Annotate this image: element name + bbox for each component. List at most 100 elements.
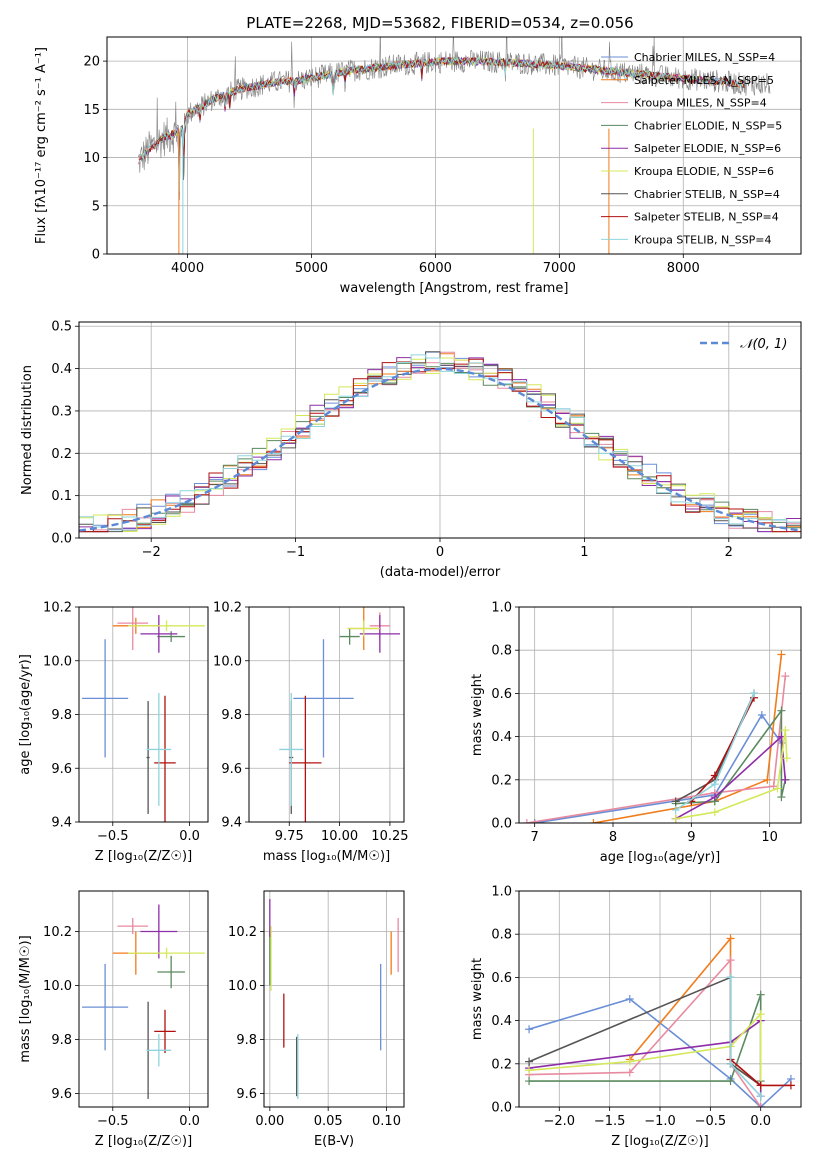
data-point bbox=[726, 1077, 735, 1086]
y-tick-label: 0.4 bbox=[491, 730, 512, 745]
y-tick-label: 0.3 bbox=[51, 404, 72, 419]
x-tick-label: 0 bbox=[436, 545, 444, 560]
x-tick-label: 1 bbox=[580, 545, 588, 560]
mass-weight-vs-age-panel: 7 8 9 10 0.0 0.2 0.4 0.6 0.8 1.0 age [log₁₀(age/yr… bbox=[470, 601, 802, 865]
data-point bbox=[726, 956, 735, 965]
mass-weight-series-kroupa-miles bbox=[525, 956, 765, 1107]
errorbar-kroupa-miles bbox=[117, 607, 149, 650]
errorbar-kroupa-elodie bbox=[128, 620, 205, 632]
data-point bbox=[522, 819, 531, 823]
y-tick-label: 0.6 bbox=[491, 971, 512, 986]
y-tick-label: 0.4 bbox=[491, 1014, 512, 1029]
plot-area bbox=[522, 650, 791, 823]
data-point bbox=[710, 771, 719, 780]
y-axis-label: mass [log₁₀(M/M☉)] bbox=[18, 935, 33, 1062]
y-tick-label: 10.2 bbox=[213, 601, 242, 616]
x-tick-label: 10 bbox=[761, 830, 778, 845]
data-point bbox=[750, 689, 758, 698]
y-tick-label: 0.2 bbox=[491, 1057, 512, 1072]
x-tick-label: 0.00 bbox=[255, 1114, 284, 1129]
y-tick-label: 9.6 bbox=[51, 1087, 72, 1102]
axes-frame bbox=[518, 890, 802, 1108]
x-tick-label: −1.0 bbox=[644, 1114, 676, 1129]
mass-weight-vs-metallicity-panel: −2.0 −1.5 −1.0 −0.5 0.0 0.0 0.2 0.4 0.6 0.8 1.0 Z [… bbox=[470, 885, 802, 1149]
data-point bbox=[756, 1092, 765, 1101]
data-point bbox=[625, 1057, 634, 1066]
mass-weight-series-kroupa-elodie bbox=[671, 726, 791, 823]
x-axis-label: (data-model)/error bbox=[380, 565, 501, 580]
errorbar-chabrier-elodie bbox=[339, 628, 360, 645]
y-axis-label: mass weight bbox=[470, 674, 485, 756]
plot-area bbox=[82, 607, 205, 822]
data-point bbox=[525, 1077, 534, 1086]
errorbar-chabrier-miles bbox=[82, 639, 129, 758]
errorbar-salpeter-stelib bbox=[289, 695, 322, 822]
legend-entry: Salpeter STELIB, N_SSP=4 bbox=[634, 211, 779, 224]
y-tick-label: 9.4 bbox=[221, 816, 242, 831]
data-point bbox=[525, 1057, 534, 1066]
y-tick-label: 0.0 bbox=[491, 817, 512, 832]
y-tick-label: 9.8 bbox=[221, 708, 242, 723]
errorbar-salpeter-elodie bbox=[359, 615, 400, 653]
x-axis-label: age [log₁₀(age/yr)] bbox=[600, 850, 721, 865]
gridlines bbox=[249, 606, 404, 823]
y-tick-label: 0.0 bbox=[491, 1101, 512, 1116]
gridlines bbox=[79, 891, 208, 1107]
mass-weight-series-kroupa-stelib bbox=[726, 973, 765, 1101]
x-axis-label: E(B-V) bbox=[314, 1134, 354, 1149]
series-line bbox=[528, 976, 762, 1087]
x-tick-label: −2 bbox=[142, 545, 161, 560]
mass-weight-series-kroupa-stelib bbox=[671, 689, 758, 815]
series-line bbox=[534, 713, 783, 823]
data-point bbox=[777, 650, 786, 659]
y-tick-label: 0.4 bbox=[51, 362, 72, 377]
data-point bbox=[710, 793, 719, 802]
x-tick-label: 4000 bbox=[171, 261, 204, 276]
x-tick-label: 0.0 bbox=[179, 1114, 200, 1129]
plot-area bbox=[79, 351, 801, 533]
y-axis-label: age [log₁₀(age/yr)] bbox=[18, 654, 33, 775]
x-axis-label: Z [log₁₀(Z/Z☉)] bbox=[95, 849, 192, 864]
y-axis-label: Flux [fλ10⁻¹⁷ erg cm⁻² s⁻¹ A⁻¹] bbox=[34, 47, 49, 244]
data-point bbox=[756, 1103, 765, 1107]
y-tick-label: 20 bbox=[83, 55, 100, 70]
plot-area bbox=[525, 934, 795, 1107]
axes-frame bbox=[78, 606, 209, 823]
mass-weight-series-chabrier-elodie bbox=[525, 990, 765, 1086]
y-tick-label: 10.0 bbox=[43, 979, 72, 994]
y-tick-label: 10.2 bbox=[228, 925, 257, 940]
spectrum-panel: 4000 5000 6000 7000 8000 0 5 10 15 20 wavelength [… bbox=[34, 36, 802, 296]
errorbar-salpeter-stelib bbox=[154, 1009, 176, 1053]
y-tick-label: 9.6 bbox=[221, 762, 242, 777]
y-tick-label: 1.0 bbox=[491, 885, 512, 900]
data-point bbox=[782, 754, 791, 763]
x-tick-label: 10.00 bbox=[321, 829, 358, 844]
y-tick-label: 0.8 bbox=[491, 928, 512, 943]
errorbar-chabrier-elodie bbox=[157, 955, 185, 989]
series-line bbox=[526, 676, 787, 823]
data-point bbox=[589, 819, 598, 823]
normal-curve bbox=[79, 367, 801, 532]
series-line bbox=[528, 1019, 762, 1097]
data-point bbox=[786, 1081, 795, 1090]
data-point bbox=[525, 1066, 534, 1075]
legend-entry: Salpeter MILES, N_SSP=5 bbox=[634, 74, 774, 87]
y-tick-label: 0.2 bbox=[51, 447, 72, 462]
gridlines bbox=[264, 891, 404, 1107]
mass-vs-metallicity-panel: −0.5 0.0 9.6 9.8 10.0 10.2 Z [log₁₀(Z/Z☉)] mass… bbox=[18, 890, 209, 1149]
y-tick-label: 10.2 bbox=[43, 601, 72, 616]
y-axis-label: mass weight bbox=[470, 958, 485, 1040]
legend-entry: Chabrier STELIB, N_SSP=4 bbox=[634, 188, 780, 201]
x-axis-label: wavelength [Angstrom, rest frame] bbox=[340, 281, 569, 296]
data-point bbox=[530, 819, 539, 823]
model-spectrum-kroupa-stelib bbox=[140, 56, 745, 192]
y-tick-label: 10 bbox=[83, 151, 100, 166]
plot-area bbox=[279, 607, 400, 822]
y-tick-label: 0.8 bbox=[491, 644, 512, 659]
data-point bbox=[726, 934, 735, 943]
series-line bbox=[529, 994, 762, 1082]
model-spectrum-chabrier-stelib bbox=[140, 56, 746, 181]
errorbar-kroupa-elodie bbox=[347, 620, 380, 637]
age-vs-metallicity-panel: −0.5 0.0 9.4 9.6 9.8 10.0 10.2 Z [log₁₀(Z/Z☉)] a… bbox=[18, 601, 209, 864]
plot-area bbox=[137, 37, 771, 254]
